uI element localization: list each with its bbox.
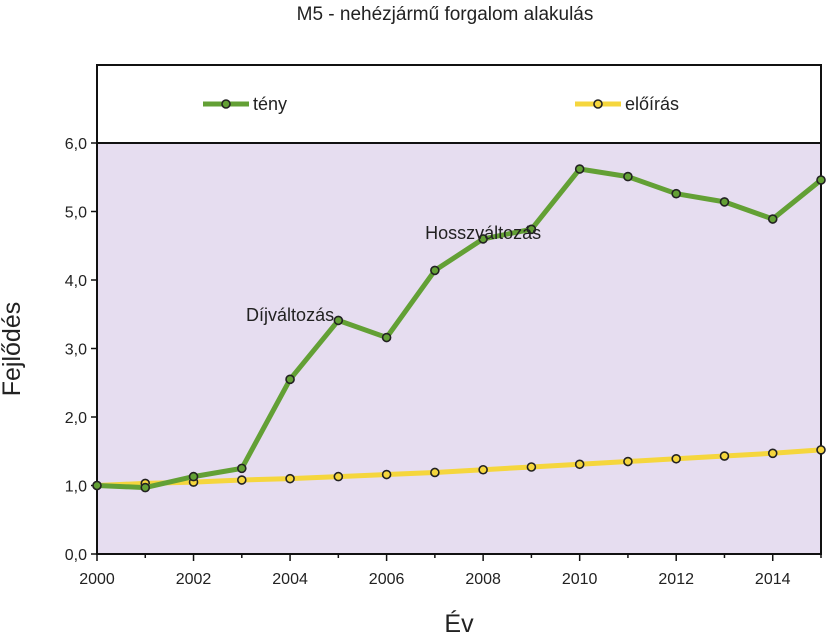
data-point [333, 315, 344, 326]
y-axis: 0,0 1,0 2,0 3,0 4,0 5,0 6,0 [65, 136, 97, 564]
chart-title: M5 - nehézjármű forgalom alakulás [297, 4, 594, 25]
data-point [574, 459, 585, 470]
data-point [623, 456, 633, 467]
data-point [430, 467, 440, 478]
x-axis: 2000 2002 2004 2006 2008 2010 2012 2014 [79, 554, 822, 588]
x-tick-label: 2004 [272, 571, 308, 588]
series-line-1 [96, 447, 822, 488]
x-tick-label: 2012 [658, 571, 694, 588]
data-point [526, 462, 537, 472]
series-lines [92, 164, 826, 493]
x-tick-label: 2014 [755, 571, 791, 588]
x-tick-label: 2002 [176, 571, 212, 588]
x-tick-label: 2000 [79, 571, 115, 588]
y-tick-label: 4,0 [65, 273, 87, 290]
data-point [188, 471, 199, 482]
data-point [381, 469, 392, 480]
y-tick-label: 0,0 [65, 547, 87, 564]
legend-label: előírás [625, 94, 679, 114]
data-point [285, 374, 295, 385]
data-point [478, 234, 488, 244]
data-point [92, 480, 102, 491]
data-point [719, 197, 730, 207]
x-tick-label: 2008 [465, 571, 501, 588]
data-point [140, 482, 151, 493]
data-point [816, 175, 826, 185]
y-tick-label: 2,0 [65, 410, 87, 427]
series-line-0 [96, 166, 823, 491]
annotation-label: Díjváltozás [246, 305, 334, 325]
y-tick-label: 3,0 [65, 342, 87, 359]
legend-label: tény [253, 94, 287, 114]
legend: tény előírás [203, 94, 679, 114]
data-point [381, 332, 392, 343]
x-tick-label: 2006 [369, 571, 405, 588]
data-point [237, 475, 247, 485]
data-point [719, 451, 730, 461]
y-tick-label: 1,0 [65, 479, 87, 496]
data-point [816, 445, 826, 455]
data-point [478, 464, 488, 475]
annotation-label: Hosszváltozás [425, 223, 541, 243]
data-point [285, 473, 295, 484]
plot-area [96, 142, 822, 555]
y-tick-label: 5,0 [65, 205, 87, 222]
data-point [574, 164, 585, 174]
data-point [671, 453, 682, 464]
data-point [237, 463, 247, 474]
annotations: Díjváltozás Hosszváltozás [246, 223, 541, 325]
data-point [671, 188, 682, 199]
x-axis-label: Év [444, 609, 474, 635]
data-point [623, 171, 633, 182]
data-point [526, 224, 537, 235]
data-point [767, 214, 778, 224]
y-axis-label: Fejlődés [0, 302, 26, 397]
data-point [430, 265, 440, 276]
x-tick-label: 2010 [562, 571, 598, 588]
legend-marker [593, 99, 603, 109]
data-point [767, 448, 778, 459]
data-point [333, 471, 344, 482]
y-tick-label: 6,0 [65, 136, 87, 153]
legend-marker [221, 99, 231, 109]
